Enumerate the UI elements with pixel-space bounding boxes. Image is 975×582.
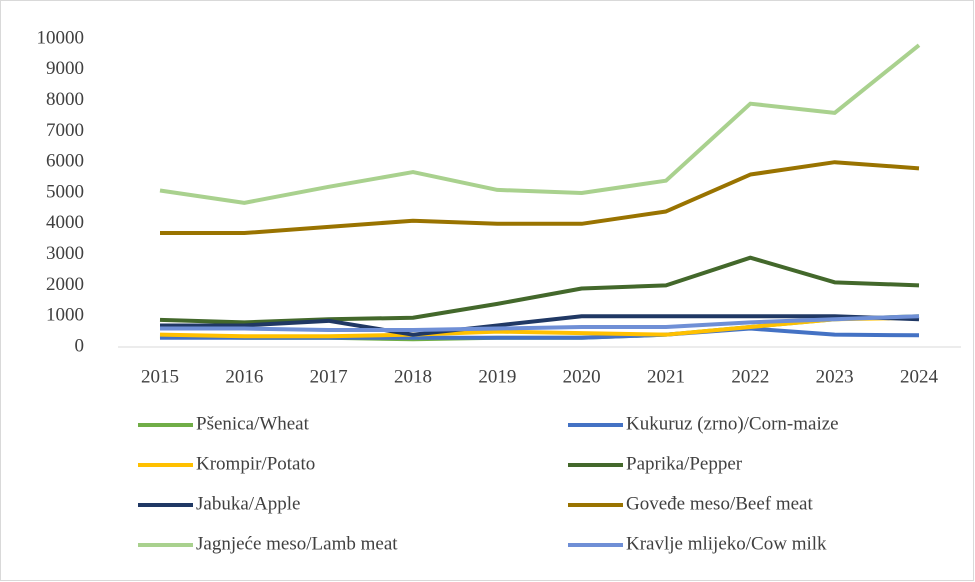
y-tick-label: 4000: [46, 212, 84, 233]
legend-label: Paprika/Pepper: [626, 453, 743, 474]
series-line: [159, 43, 921, 205]
y-tick-label: 9000: [46, 58, 84, 79]
y-tick-label: 2000: [46, 274, 84, 295]
x-tick-label: 2018: [394, 366, 432, 387]
y-tick-label: 1000: [46, 305, 84, 326]
y-tick-label: 7000: [46, 120, 84, 141]
legend-label: Jagnjeće meso/Lamb meat: [196, 533, 398, 554]
x-tick-label: 2019: [478, 366, 516, 387]
series-line: [160, 314, 920, 333]
series-line: [160, 314, 920, 337]
series-line: [160, 160, 920, 236]
y-tick-label: 10000: [37, 27, 85, 48]
y-tick-label: 8000: [46, 89, 84, 110]
y-tick-label: 6000: [46, 151, 84, 172]
series-line: [159, 255, 920, 325]
legend-label: Krompir/Potato: [196, 453, 315, 474]
legend-label: Jabuka/Apple: [196, 493, 300, 514]
x-tick-label: 2020: [563, 366, 601, 387]
x-tick-label: 2024: [900, 366, 939, 387]
legend-label: Goveđe meso/Beef meat: [626, 493, 813, 514]
y-tick-label: 0: [75, 335, 85, 356]
x-tick-label: 2017: [310, 366, 348, 387]
x-tick-label: 2022: [731, 366, 769, 387]
x-tick-label: 2023: [816, 366, 854, 387]
x-tick-label: 2016: [225, 366, 263, 387]
x-tick-label: 2021: [647, 366, 685, 387]
legend-label: Kravlje mlijeko/Cow milk: [626, 533, 827, 554]
series-line: [159, 315, 920, 339]
x-tick-label: 2015: [141, 366, 179, 387]
y-tick-label: 5000: [46, 181, 84, 202]
legend-label: Kukuruz (zrno)/Corn-maize: [626, 413, 839, 434]
y-tick-label: 3000: [46, 243, 84, 264]
legend-label: Pšenica/Wheat: [196, 413, 310, 434]
